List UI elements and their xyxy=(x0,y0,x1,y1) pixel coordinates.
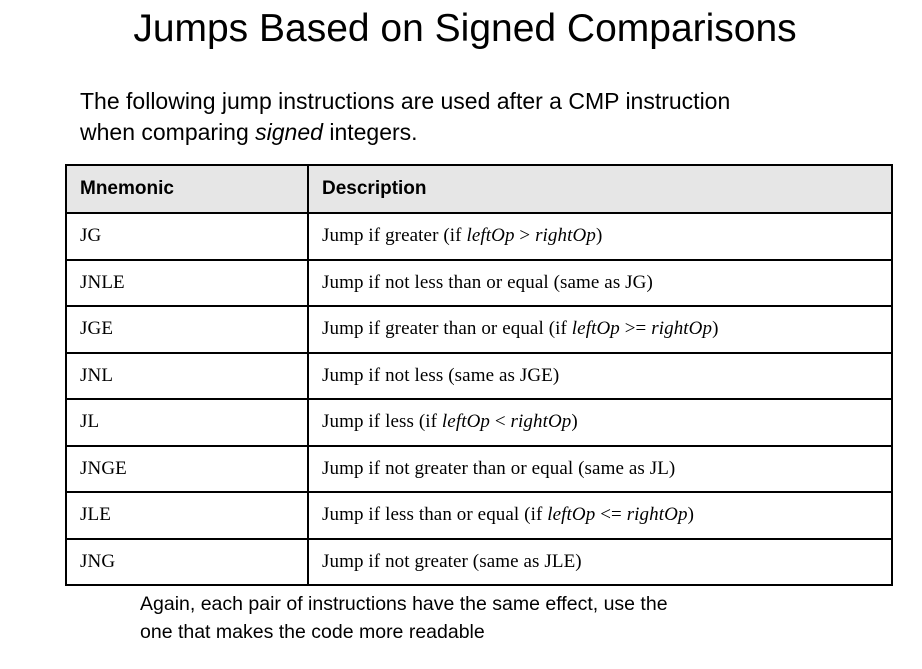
description-text: Jump if not greater than or equal (same … xyxy=(322,457,676,479)
description-cell: Jump if not greater (same as JLE) xyxy=(307,537,893,586)
table-row: JNL Jump if not less (same as JGE) xyxy=(65,351,893,400)
table-row: JLE Jump if less than or equal (if leftOp… xyxy=(65,491,893,540)
left-operand: leftOp xyxy=(441,411,491,433)
description-text: Jump if greater than or equal (if xyxy=(322,318,572,340)
description-cell: Jump if greater than or equal (if leftOp… xyxy=(307,305,893,354)
mnemonic-cell: JNLE xyxy=(65,258,309,307)
comparison-operator: <= xyxy=(595,504,627,526)
footnote-line-2: one that makes the code more readable xyxy=(140,621,485,643)
left-operand: leftOp xyxy=(571,318,620,340)
description-cell: Jump if not greater than or equal (same … xyxy=(307,444,893,493)
slide-title: Jumps Based on Signed Comparisons xyxy=(133,7,797,50)
description-text-end: ) xyxy=(712,318,719,340)
description-text: Jump if greater (if xyxy=(322,225,467,247)
description-cell: Jump if less than or equal (if leftOp <=… xyxy=(307,491,893,540)
left-operand: leftOp xyxy=(547,504,596,526)
column-header-mnemonic: Mnemonic xyxy=(65,164,309,214)
description-text: Jump if less (if xyxy=(322,411,442,433)
description-text-end: ) xyxy=(571,411,578,433)
table-row: JGE Jump if greater than or equal (if lef… xyxy=(65,305,893,354)
column-header-description: Description xyxy=(307,164,893,214)
right-operand: rightOp xyxy=(651,318,713,340)
intro-line-2: when comparing signed integers. xyxy=(80,117,860,148)
right-operand: rightOp xyxy=(535,225,596,247)
intro-line-2-end: integers. xyxy=(322,119,418,145)
left-operand: leftOp xyxy=(466,225,515,247)
comparison-operator: < xyxy=(490,411,511,433)
comparison-operator: > xyxy=(514,225,536,247)
description-cell: Jump if not less than or equal (same as … xyxy=(307,258,893,307)
mnemonic-cell: JLE xyxy=(65,491,309,540)
table-row: JG Jump if greater (if leftOp > rightOp) xyxy=(65,212,893,261)
mnemonic-cell: JNL xyxy=(65,351,309,400)
description-text: Jump if less than or equal (if xyxy=(322,504,548,526)
mnemonic-cell: JNG xyxy=(65,537,309,586)
table-row: JNLE Jump if not less than or equal (same… xyxy=(65,258,893,307)
description-cell: Jump if not less (same as JGE) xyxy=(307,351,893,400)
footnote: Again, each pair of instructions have th… xyxy=(140,590,840,646)
jump-instructions-table: Mnemonic Description JG Jump if greater (… xyxy=(65,164,893,586)
intro-emphasis: signed xyxy=(255,119,323,145)
mnemonic-cell: JNGE xyxy=(65,444,309,493)
intro-line-1: The following jump instructions are used… xyxy=(80,88,731,114)
right-operand: rightOp xyxy=(626,504,688,526)
right-operand: rightOp xyxy=(510,411,572,433)
intro-line-2-start: when comparing xyxy=(80,119,256,145)
footnote-line-1: Again, each pair of instructions have th… xyxy=(140,593,668,615)
table-header-row: Mnemonic Description xyxy=(65,164,893,214)
description-text-end: ) xyxy=(687,504,694,526)
comparison-operator: >= xyxy=(619,318,652,340)
intro-text: The following jump instructions are used… xyxy=(80,86,860,148)
description-text: Jump if not less (same as JGE) xyxy=(322,364,560,386)
mnemonic-cell: JL xyxy=(65,398,309,447)
description-text-end: ) xyxy=(595,225,603,247)
mnemonic-cell: JG xyxy=(65,212,309,261)
description-cell: Jump if less (if leftOp < rightOp) xyxy=(307,398,893,447)
table-row: JL Jump if less (if leftOp < rightOp) xyxy=(65,398,893,447)
description-text: Jump if not less than or equal (same as … xyxy=(322,271,653,293)
table-row: JNG Jump if not greater (same as JLE) xyxy=(65,537,893,586)
description-cell: Jump if greater (if leftOp > rightOp) xyxy=(307,212,893,261)
description-text: Jump if not greater (same as JLE) xyxy=(322,550,582,572)
mnemonic-cell: JGE xyxy=(65,305,309,354)
table-row: JNGE Jump if not greater than or equal (s… xyxy=(65,444,893,493)
